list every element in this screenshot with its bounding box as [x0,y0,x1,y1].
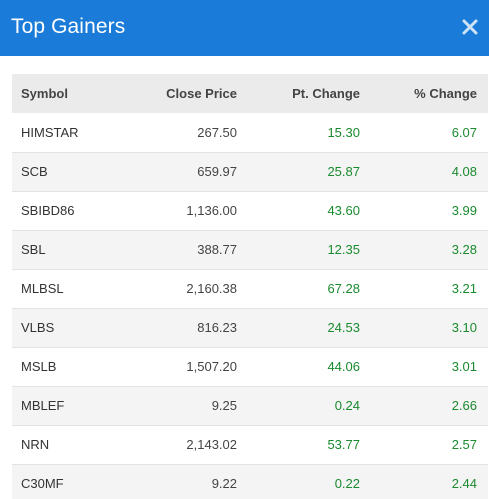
cell-pct-change: 3.21 [451,281,477,296]
cell-pt-change: 24.53 [327,320,360,335]
gainers-table-container: Symbol Close Price Pt. Change % Change H… [12,74,488,499]
table-row[interactable]: NRN 2,143.02 53.77 2.57 [12,425,488,464]
cell-close-price: 2,160.38 [186,281,237,296]
cell-pct-change: 3.10 [451,320,477,335]
cell-symbol: MBLEF [21,398,65,413]
table-row[interactable]: MLBSL 2,160.38 67.28 3.21 [12,269,488,308]
cell-symbol: MLBSL [21,281,64,296]
table-row[interactable]: SCB 659.97 25.87 4.08 [12,152,488,191]
cell-close-price: 9.22 [211,476,237,491]
cell-pt-change: 0.22 [334,476,360,491]
gainers-table: Symbol Close Price Pt. Change % Change H… [12,74,488,499]
cell-close-price: 2,143.02 [186,437,237,452]
cell-close-price: 9.25 [211,398,237,413]
cell-close-price: 267.50 [197,124,237,140]
cell-close-price: 1,136.00 [186,203,237,218]
cell-symbol: SCB [21,164,48,179]
cell-pt-change: 44.06 [327,359,360,374]
cell-pt-change: 53.77 [327,437,360,452]
cell-pt-change: 67.28 [327,281,360,296]
column-header-symbol[interactable]: Symbol [21,86,68,101]
cell-pt-change: 15.30 [327,124,360,140]
cell-symbol: MSLB [21,359,57,374]
table-row[interactable]: MSLB 1,507.20 44.06 3.01 [12,347,488,386]
cell-pt-change: 43.60 [327,203,360,218]
cell-pt-change: 0.24 [334,398,360,413]
cell-close-price: 659.97 [197,164,237,179]
cell-symbol: SBIBD86 [21,203,75,218]
cell-symbol: NRN [21,437,50,452]
column-header-close-price[interactable]: Close Price [166,86,237,101]
table-body: HIMSTAR 267.50 15.30 6.07 SCB 659.97 25.… [12,113,488,499]
table-row[interactable]: SBL 388.77 12.35 3.28 [12,230,488,269]
cell-pct-change: 2.57 [451,437,477,452]
cell-symbol: HIMSTAR [21,124,79,140]
table-row[interactable]: HIMSTAR 267.50 15.30 6.07 [12,113,488,152]
cell-close-price: 1,507.20 [186,359,237,374]
table-row[interactable]: C30MF 9.22 0.22 2.44 [12,464,488,499]
cell-pt-change: 12.35 [327,242,360,257]
table-row[interactable]: MBLEF 9.25 0.24 2.66 [12,386,488,425]
cell-close-price: 816.23 [197,320,237,335]
cell-symbol: SBL [21,242,46,257]
cell-pt-change: 25.87 [327,164,360,179]
table-header-row: Symbol Close Price Pt. Change % Change [12,74,488,113]
table-row[interactable]: VLBS 816.23 24.53 3.10 [12,308,488,347]
table-row[interactable]: SBIBD86 1,136.00 43.60 3.99 [12,191,488,230]
close-icon[interactable] [461,18,479,36]
cell-pct-change: 3.01 [451,359,477,374]
cell-pct-change: 2.44 [451,476,477,491]
cell-close-price: 388.77 [197,242,237,257]
column-header-pct-change[interactable]: % Change [414,86,477,101]
column-header-pt-change[interactable]: Pt. Change [292,86,360,101]
cell-symbol: C30MF [21,476,64,491]
cell-pct-change: 3.28 [451,242,477,257]
cell-symbol: VLBS [21,320,55,335]
dialog-header: Top Gainers [0,0,489,56]
cell-pct-change: 4.08 [451,164,477,179]
cell-pct-change: 6.07 [451,124,477,140]
dialog-title: Top Gainers [11,15,126,38]
cell-pct-change: 2.66 [451,398,477,413]
cell-pct-change: 3.99 [451,203,477,218]
